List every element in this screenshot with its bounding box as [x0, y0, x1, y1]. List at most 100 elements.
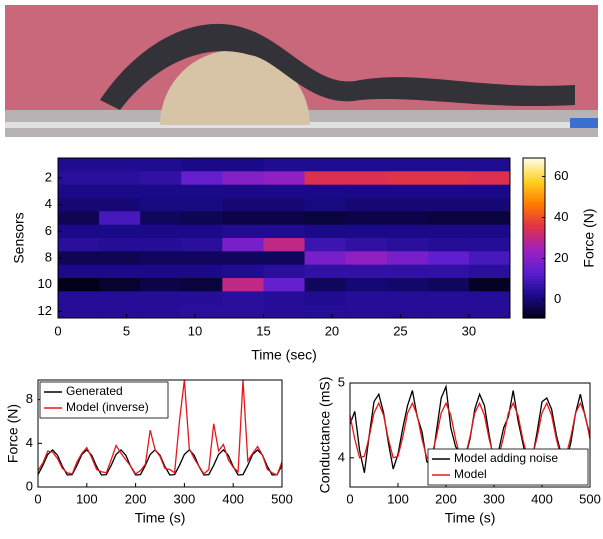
heat-cell — [58, 238, 100, 252]
heat-cell — [345, 238, 388, 252]
heat-cell — [263, 304, 306, 319]
heat-cell — [345, 158, 388, 172]
legend-label: Model adding noise — [454, 451, 558, 465]
axes-frame — [57, 157, 511, 319]
heat-cell — [140, 211, 182, 226]
heat-cell — [181, 184, 223, 199]
heat-cell — [263, 291, 306, 306]
heat-cell — [140, 278, 182, 292]
x-tick-label: 300 — [174, 491, 196, 506]
heat-cell — [263, 198, 306, 212]
heat-cell — [181, 238, 223, 252]
heat-cell — [468, 198, 511, 212]
heat-cell — [99, 238, 141, 252]
x-tick-label: 100 — [76, 491, 98, 506]
colorbar-step — [523, 163, 545, 167]
colorbar-step — [523, 168, 545, 172]
colorbar-tick-label: 60 — [554, 168, 568, 183]
colorbar-step — [523, 248, 545, 252]
colorbar-step — [523, 174, 545, 178]
colorbar-step — [523, 198, 545, 202]
heat-cell — [222, 211, 264, 226]
heat-cell — [140, 291, 182, 306]
y-tick-label: 0 — [26, 478, 33, 493]
colorbar-step — [523, 158, 545, 162]
heat-cell — [140, 238, 182, 252]
colorbar-step — [523, 278, 545, 282]
colorbar-step — [523, 222, 545, 226]
heat-cell — [222, 238, 264, 252]
x-tick-label: 15 — [256, 323, 270, 338]
heat-cell — [304, 158, 347, 172]
colorbar-step — [523, 160, 545, 164]
x-tick-label: 500 — [579, 491, 601, 506]
x-tick-label: 500 — [271, 491, 293, 506]
heat-cell — [140, 171, 182, 186]
y-tick-label: 4 — [26, 435, 33, 450]
colorbar-tick-label: 20 — [554, 250, 568, 265]
colorbar-step — [523, 200, 545, 204]
x-tick-label: 200 — [125, 491, 147, 506]
heat-cell — [58, 251, 100, 266]
heat-cell — [263, 238, 306, 252]
heat-cell — [386, 278, 429, 292]
heat-cell — [386, 291, 429, 306]
heat-cell — [386, 198, 429, 212]
heat-cell — [345, 291, 388, 306]
heat-cell — [427, 224, 470, 239]
colorbar-step — [523, 230, 545, 234]
legend-label: Generated — [66, 384, 123, 398]
heat-cell — [468, 291, 511, 306]
heat-cell — [468, 278, 511, 292]
heat-cell — [58, 278, 100, 292]
heat-cell — [427, 278, 470, 292]
colorbar-step — [523, 211, 545, 215]
heat-cell — [140, 251, 182, 266]
heat-cell — [181, 251, 223, 266]
heat-cell — [427, 158, 470, 172]
heat-cell — [140, 304, 182, 319]
heat-cell — [222, 304, 264, 319]
heat-cell — [263, 251, 306, 266]
x-tick-label: 25 — [393, 323, 407, 338]
photo-block — [570, 118, 598, 128]
heat-cell — [222, 291, 264, 306]
heat-cell — [263, 211, 306, 226]
colorbar-step — [523, 179, 545, 183]
heat-cell — [181, 198, 223, 212]
heat-cell — [345, 264, 388, 279]
heat-cell — [58, 184, 100, 199]
y-axis-label: Conductance (mS) — [317, 377, 333, 494]
heat-cell — [386, 158, 429, 172]
x-tick-label: 30 — [462, 323, 476, 338]
heat-cell — [468, 171, 511, 186]
heat-cell — [181, 264, 223, 279]
colorbar-step — [523, 272, 545, 276]
heat-cell — [386, 171, 429, 186]
heat-cell — [222, 264, 264, 279]
colorbar-step — [523, 315, 545, 319]
colorbar-step — [523, 302, 545, 306]
colorbar-step — [523, 176, 545, 180]
heat-cell — [222, 224, 264, 239]
colorbar-step — [523, 203, 545, 207]
heat-cell — [468, 304, 511, 319]
heat-cell — [99, 304, 141, 319]
x-tick-label: 5 — [123, 323, 130, 338]
colorbar-step — [523, 264, 545, 268]
colorbar-step — [523, 187, 545, 191]
colorbar-step — [523, 312, 545, 316]
colorbar-step — [523, 224, 545, 228]
colorbar-step — [523, 251, 545, 255]
colorbar-step — [523, 299, 545, 303]
y-tick-label: 12 — [38, 303, 52, 318]
y-tick-label: 6 — [45, 223, 52, 238]
heat-cell — [427, 238, 470, 252]
colorbar-step — [523, 294, 545, 298]
x-axis-label: Time (sec) — [251, 347, 317, 363]
series-line — [37, 448, 283, 476]
axes-frame — [37, 379, 283, 488]
heat-cell — [99, 224, 141, 239]
heat-cell — [140, 224, 182, 239]
colorbar-step — [523, 256, 545, 260]
